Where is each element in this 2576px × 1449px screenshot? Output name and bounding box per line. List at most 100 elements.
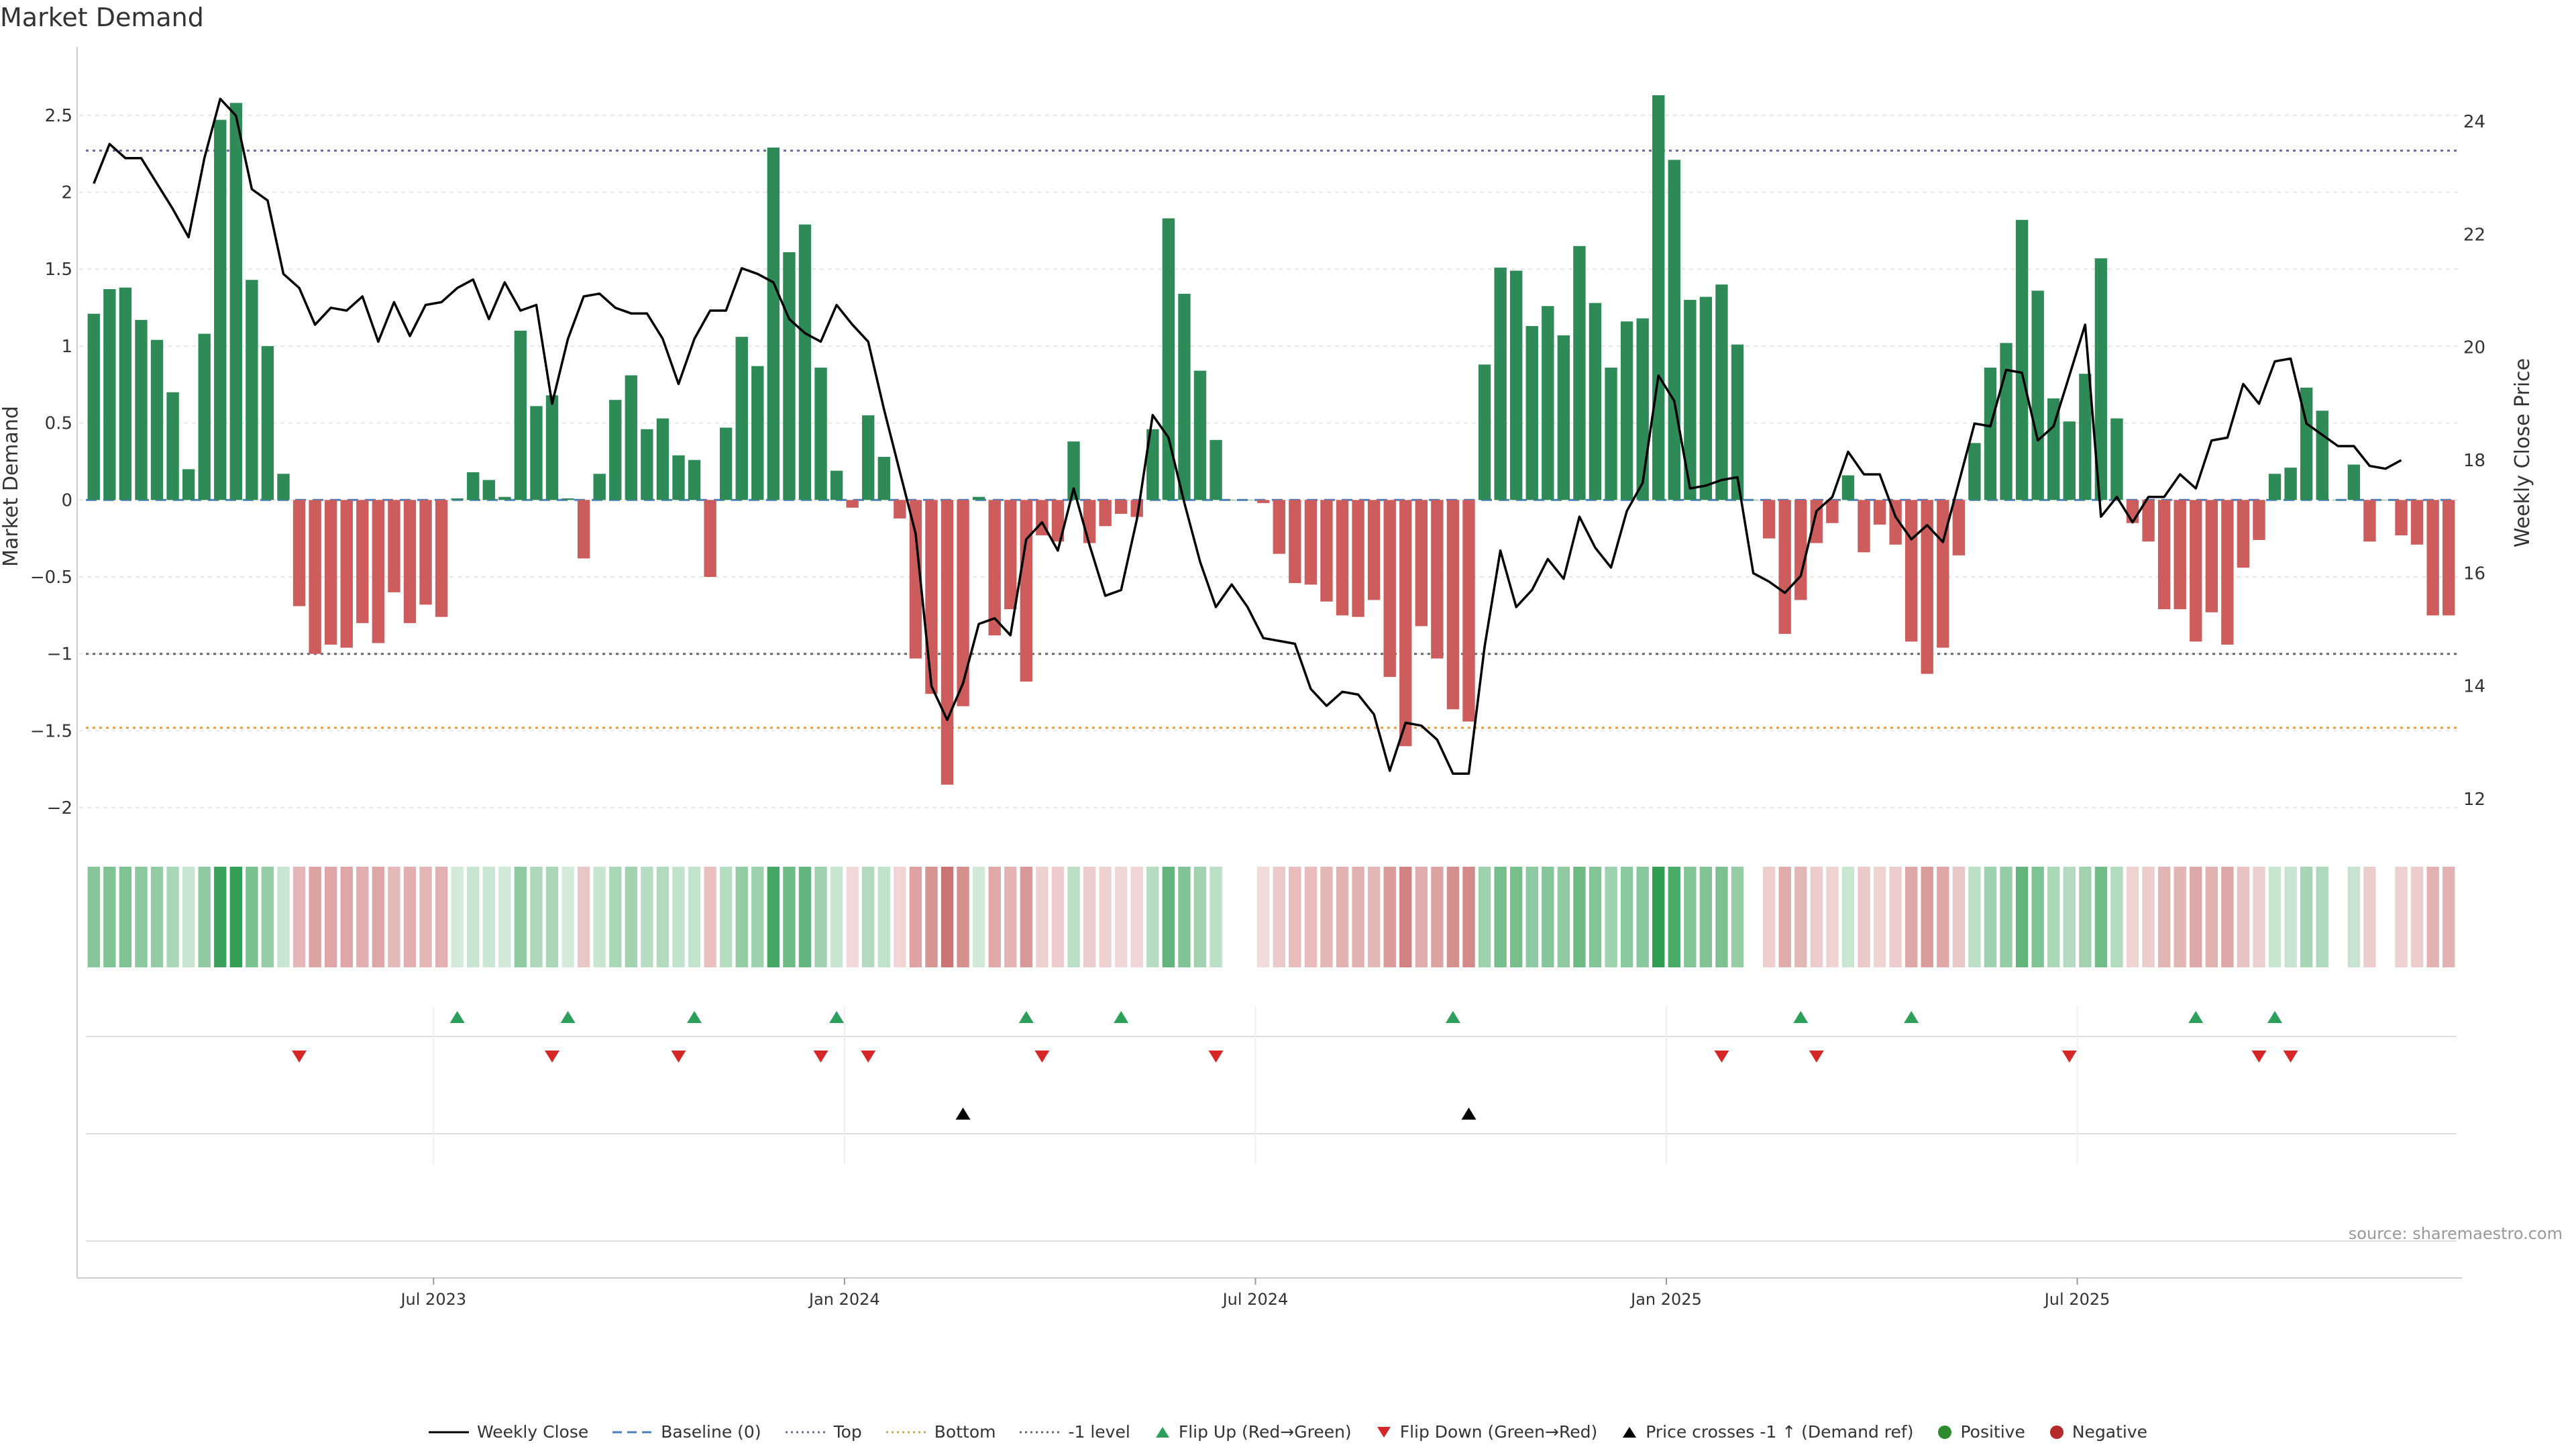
demand-bar <box>1542 306 1554 500</box>
y2-tick-label: 14 <box>2463 677 2485 697</box>
y-axis-title: Market Demand <box>0 406 23 567</box>
heat-cell <box>356 867 369 967</box>
heat-cell <box>1747 867 1759 967</box>
heat-cell <box>372 867 385 967</box>
heat-cell <box>894 867 906 967</box>
heat-cell <box>1984 867 1997 967</box>
demand-bar <box>1446 500 1460 710</box>
flip-down-marker <box>1208 1051 1224 1063</box>
legend-item-top[interactable]: Top <box>785 1422 862 1442</box>
demand-bar <box>1431 500 1444 659</box>
demand-bar <box>704 500 716 577</box>
heat-cell <box>451 867 464 967</box>
demand-bar <box>2079 374 2092 500</box>
demand-bar <box>2190 500 2202 642</box>
chart-title: Market Demand <box>0 3 204 32</box>
legend-item-bottom[interactable]: Bottom <box>885 1422 996 1442</box>
flip-up-marker <box>2267 1011 2283 1023</box>
demand-bar <box>593 474 606 500</box>
demand-bar <box>435 500 448 617</box>
demand-bar <box>2142 500 2155 542</box>
y-tick-label: 0 <box>61 490 72 511</box>
y-tick-label: 2.5 <box>45 106 72 126</box>
level-lines <box>86 150 2457 729</box>
demand-bar <box>419 500 432 605</box>
right-y-axis: 24 22 20 18 16 14 12 Weekly Close Price <box>2463 112 2534 810</box>
y2-tick-label: 20 <box>2463 338 2485 358</box>
demand-bar <box>688 460 701 500</box>
heat-cell <box>1130 867 1143 967</box>
flip-down-marker <box>2061 1051 2077 1063</box>
demand-bar <box>2426 500 2439 616</box>
demand-bar <box>1367 500 1381 600</box>
heat-cell <box>1083 867 1096 967</box>
flip-down-marker <box>671 1051 686 1063</box>
heat-cell <box>229 867 243 967</box>
legend-item-price-cross[interactable]: Price crosses -1 ↑ (Demand ref) <box>1621 1422 1913 1442</box>
legend-item-flip-down[interactable]: Flip Down (Green→Red) <box>1376 1422 1597 1442</box>
demand-bar <box>1684 300 1697 500</box>
heat-cell <box>1462 867 1475 967</box>
demand-bar <box>1668 160 1680 500</box>
legend-item-positive[interactable]: Positive <box>1937 1422 2025 1442</box>
legend-item-minus-one[interactable]: -1 level <box>1020 1422 1130 1442</box>
demand-bar <box>909 500 922 659</box>
heat-cell <box>2015 867 2029 967</box>
heat-cell <box>2079 867 2092 967</box>
heat-cell <box>1952 867 1966 967</box>
demand-bar <box>1415 500 1428 627</box>
heat-cell <box>1810 867 1823 967</box>
heat-cell <box>2284 867 2297 967</box>
heat-cell <box>1573 867 1586 967</box>
demand-bar <box>1826 500 1839 523</box>
demand-bar <box>198 333 211 500</box>
heat-cell <box>1509 867 1523 967</box>
demand-bar <box>2126 500 2139 523</box>
heat-cell <box>2221 867 2234 967</box>
heat-cell <box>545 867 559 967</box>
heat-cell <box>2126 867 2139 967</box>
demand-bar <box>87 313 100 500</box>
y-tick-label: −2 <box>47 798 72 818</box>
price-cross-marker <box>1461 1108 1477 1120</box>
heat-cell <box>1937 867 1949 967</box>
heat-cell <box>340 867 353 967</box>
heat-cell <box>2110 867 2123 967</box>
heat-cell <box>2363 867 2376 967</box>
weekly-close-line <box>93 97 2402 775</box>
demand-bar <box>2410 500 2424 545</box>
demand-bar <box>2174 500 2186 610</box>
heat-cell <box>1067 867 1080 967</box>
legend-label: Top <box>833 1422 862 1442</box>
demand-bar <box>246 280 258 500</box>
heat-cell <box>1478 867 1491 967</box>
legend-item-baseline[interactable]: Baseline (0) <box>612 1422 761 1442</box>
demand-bar <box>656 418 669 500</box>
demand-bar <box>798 224 812 500</box>
legend-item-negative[interactable]: Negative <box>2049 1422 2147 1442</box>
demand-bar <box>451 498 464 500</box>
legend-item-close[interactable]: Weekly Close <box>428 1422 588 1442</box>
heat-cell <box>735 867 748 967</box>
heat-cell <box>1589 867 1602 967</box>
demand-bar <box>1399 500 1412 747</box>
demand-bar <box>1051 500 1065 542</box>
flip-down-marker <box>2251 1051 2267 1063</box>
flip-down-marker <box>1034 1051 1050 1063</box>
flip-up-marker <box>1904 1011 1919 1023</box>
flip-down-marker <box>292 1051 307 1063</box>
demand-bar <box>103 289 116 500</box>
heat-cell <box>2190 867 2202 967</box>
demand-bar <box>1984 368 1997 500</box>
heat-cell <box>862 867 875 967</box>
demand-bar <box>514 330 527 500</box>
demand-bar <box>1509 270 1523 500</box>
demand-bar <box>1146 429 1159 500</box>
demand-bar <box>1525 326 1538 500</box>
y2-tick-label: 18 <box>2463 451 2485 471</box>
demand-bar <box>403 500 417 623</box>
legend-item-flip-up[interactable]: Flip Up (Red→Green) <box>1155 1422 1352 1442</box>
heat-cell <box>1399 867 1412 967</box>
heat-cell <box>419 867 432 967</box>
